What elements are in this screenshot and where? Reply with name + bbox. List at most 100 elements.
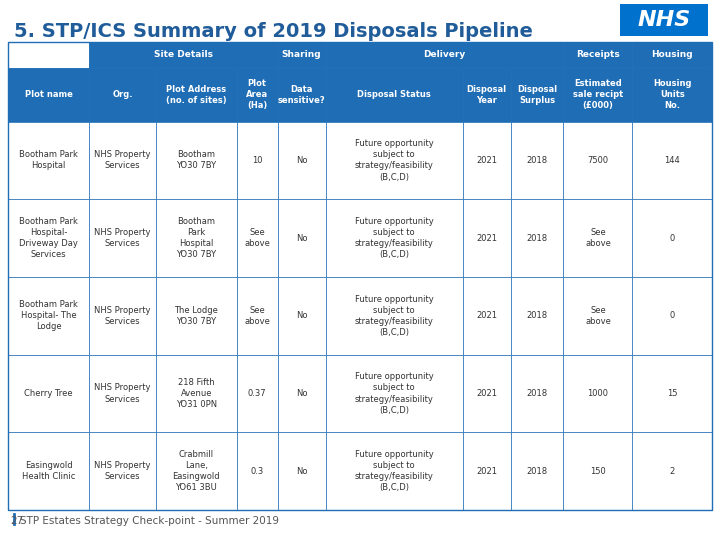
Text: Plot
Area
(Ha): Plot Area (Ha) bbox=[246, 79, 269, 110]
Bar bbox=[278, 42, 325, 68]
Text: NHS Property
Services: NHS Property Services bbox=[94, 461, 150, 481]
Text: 10: 10 bbox=[252, 156, 263, 165]
Bar bbox=[89, 68, 156, 122]
Text: 2018: 2018 bbox=[526, 467, 548, 476]
Bar bbox=[463, 122, 510, 199]
Bar bbox=[278, 433, 325, 510]
Bar bbox=[156, 122, 237, 199]
Text: 0: 0 bbox=[670, 311, 675, 320]
Text: 2018: 2018 bbox=[526, 389, 548, 398]
Bar bbox=[510, 199, 564, 277]
Bar bbox=[632, 277, 712, 355]
Bar bbox=[325, 122, 463, 199]
Bar bbox=[156, 277, 237, 355]
Text: Future opportunity
subject to
strategy/feasibility
(B,C,D): Future opportunity subject to strategy/f… bbox=[355, 450, 433, 492]
Text: The Lodge
YO30 7BY: The Lodge YO30 7BY bbox=[174, 306, 218, 326]
Bar bbox=[564, 277, 632, 355]
Bar bbox=[564, 68, 632, 122]
Text: Site Details: Site Details bbox=[154, 50, 213, 59]
Text: 2018: 2018 bbox=[526, 311, 548, 320]
Text: Sharing: Sharing bbox=[282, 50, 321, 59]
Text: Plot name: Plot name bbox=[24, 90, 73, 99]
Text: 2021: 2021 bbox=[476, 389, 498, 398]
Text: See
above: See above bbox=[585, 228, 611, 248]
Bar bbox=[89, 122, 156, 199]
Text: NHS Property
Services: NHS Property Services bbox=[94, 383, 150, 403]
Text: No: No bbox=[296, 156, 307, 165]
Bar bbox=[89, 42, 278, 68]
Text: Data
sensitive?: Data sensitive? bbox=[278, 85, 325, 105]
Bar bbox=[89, 277, 156, 355]
Bar bbox=[237, 277, 278, 355]
Bar bbox=[156, 433, 237, 510]
Text: No: No bbox=[296, 234, 307, 242]
Text: No: No bbox=[296, 311, 307, 320]
Text: Housing
Units
No.: Housing Units No. bbox=[653, 79, 691, 110]
Text: Bootham
YO30 7BY: Bootham YO30 7BY bbox=[176, 150, 217, 171]
Bar bbox=[632, 355, 712, 433]
Bar bbox=[156, 355, 237, 433]
Text: Future opportunity
subject to
strategy/feasibility
(B,C,D): Future opportunity subject to strategy/f… bbox=[355, 139, 433, 181]
Text: NHS Property
Services: NHS Property Services bbox=[94, 228, 150, 248]
Text: 0.37: 0.37 bbox=[248, 389, 266, 398]
Bar bbox=[463, 277, 510, 355]
Bar bbox=[564, 122, 632, 199]
Text: See
above: See above bbox=[244, 228, 270, 248]
Bar bbox=[237, 122, 278, 199]
Bar bbox=[620, 4, 708, 36]
Text: 5. STP/ICS Summary of 2019 Disposals Pipeline: 5. STP/ICS Summary of 2019 Disposals Pip… bbox=[14, 22, 533, 41]
Text: Future opportunity
subject to
strategy/feasibility
(B,C,D): Future opportunity subject to strategy/f… bbox=[355, 372, 433, 415]
Text: 27: 27 bbox=[10, 516, 23, 526]
Text: 2018: 2018 bbox=[526, 156, 548, 165]
Bar bbox=[89, 355, 156, 433]
Bar bbox=[632, 122, 712, 199]
Text: STP Estates Strategy Check-point - Summer 2019: STP Estates Strategy Check-point - Summe… bbox=[20, 516, 279, 526]
Bar bbox=[237, 68, 278, 122]
Bar bbox=[632, 68, 712, 122]
Bar bbox=[278, 68, 325, 122]
Bar bbox=[278, 122, 325, 199]
Text: 15: 15 bbox=[667, 389, 678, 398]
Bar bbox=[278, 355, 325, 433]
Text: Future opportunity
subject to
strategy/feasibility
(B,C,D): Future opportunity subject to strategy/f… bbox=[355, 217, 433, 259]
Bar bbox=[463, 433, 510, 510]
Text: Delivery: Delivery bbox=[423, 50, 466, 59]
Text: Cherry Tree: Cherry Tree bbox=[24, 389, 73, 398]
Bar bbox=[325, 277, 463, 355]
Text: 2021: 2021 bbox=[476, 311, 498, 320]
Bar bbox=[325, 355, 463, 433]
Text: Disposal
Surplus: Disposal Surplus bbox=[517, 85, 557, 105]
Bar bbox=[8, 42, 712, 510]
Bar bbox=[156, 68, 237, 122]
Text: NHS Property
Services: NHS Property Services bbox=[94, 306, 150, 326]
Bar bbox=[156, 199, 237, 277]
Text: Easingwold
Health Clinic: Easingwold Health Clinic bbox=[22, 461, 75, 481]
Text: Future opportunity
subject to
strategy/feasibility
(B,C,D): Future opportunity subject to strategy/f… bbox=[355, 295, 433, 337]
Text: Plot Address
(no. of sites): Plot Address (no. of sites) bbox=[166, 85, 227, 105]
Bar bbox=[510, 355, 564, 433]
Bar bbox=[237, 199, 278, 277]
Bar bbox=[8, 199, 89, 277]
Bar bbox=[325, 42, 564, 68]
Text: 0.3: 0.3 bbox=[251, 467, 264, 476]
Bar bbox=[463, 355, 510, 433]
Bar bbox=[510, 433, 564, 510]
Bar bbox=[325, 68, 463, 122]
Bar bbox=[89, 433, 156, 510]
Bar bbox=[89, 199, 156, 277]
Text: 2021: 2021 bbox=[476, 234, 498, 242]
Text: Estimated
sale recipt
(£000): Estimated sale recipt (£000) bbox=[573, 79, 623, 110]
Bar bbox=[8, 277, 89, 355]
Bar bbox=[325, 199, 463, 277]
Text: Bootham
Park
Hospital
YO30 7BY: Bootham Park Hospital YO30 7BY bbox=[176, 217, 217, 259]
Text: 2021: 2021 bbox=[476, 156, 498, 165]
Text: 0: 0 bbox=[670, 234, 675, 242]
Bar bbox=[463, 199, 510, 277]
Text: Bootham Park
Hospital: Bootham Park Hospital bbox=[19, 150, 78, 171]
Bar bbox=[278, 199, 325, 277]
Text: 1000: 1000 bbox=[588, 389, 608, 398]
Bar bbox=[632, 433, 712, 510]
Text: 2021: 2021 bbox=[476, 467, 498, 476]
Text: Org.: Org. bbox=[112, 90, 132, 99]
Text: No: No bbox=[296, 389, 307, 398]
